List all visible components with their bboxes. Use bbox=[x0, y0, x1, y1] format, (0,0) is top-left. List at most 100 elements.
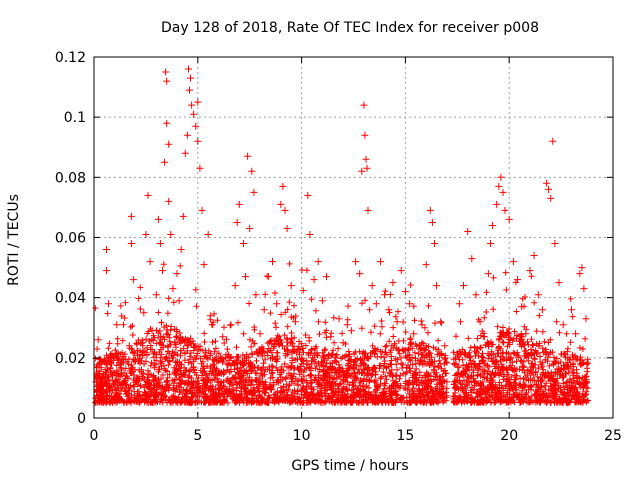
data-point bbox=[300, 360, 308, 368]
data-point bbox=[215, 369, 223, 377]
data-point bbox=[256, 330, 264, 338]
data-point bbox=[414, 357, 422, 365]
y-tick-label: 0.1 bbox=[64, 110, 86, 126]
data-point bbox=[94, 336, 102, 344]
data-point bbox=[171, 339, 179, 347]
data-point bbox=[347, 327, 355, 335]
data-point bbox=[580, 285, 588, 293]
data-point bbox=[360, 101, 368, 109]
data-point bbox=[377, 258, 384, 266]
data-point bbox=[103, 246, 110, 253]
data-point bbox=[96, 360, 104, 368]
data-point bbox=[113, 321, 121, 329]
y-tick-label: 0.12 bbox=[55, 50, 86, 66]
axis-ticks bbox=[93, 56, 614, 419]
data-point bbox=[363, 164, 371, 172]
chart-title: Day 128 of 2018, Rate Of TEC Index for r… bbox=[161, 20, 539, 36]
data-point bbox=[509, 258, 517, 266]
data-point bbox=[551, 240, 559, 247]
data-point bbox=[156, 240, 164, 247]
data-point bbox=[231, 282, 239, 290]
data-point bbox=[428, 219, 436, 226]
data-point bbox=[144, 191, 152, 199]
data-point bbox=[318, 297, 326, 305]
data-point bbox=[121, 387, 129, 395]
data-point bbox=[291, 318, 299, 326]
data-point bbox=[233, 219, 241, 226]
data-point bbox=[206, 312, 214, 320]
data-point bbox=[150, 360, 158, 368]
x-axis-label: GPS time / hours bbox=[291, 458, 408, 474]
data-point bbox=[327, 333, 335, 341]
data-point bbox=[331, 357, 339, 365]
data-point bbox=[489, 222, 497, 229]
data-point bbox=[472, 291, 480, 299]
data-point bbox=[132, 357, 139, 365]
data-point bbox=[190, 110, 198, 118]
data-point bbox=[484, 270, 492, 278]
data-point bbox=[227, 321, 235, 329]
data-point bbox=[235, 200, 243, 208]
data-point bbox=[187, 74, 194, 82]
data-point bbox=[167, 231, 175, 238]
data-point bbox=[572, 330, 580, 338]
data-point bbox=[252, 291, 260, 299]
data-point bbox=[389, 279, 397, 287]
data-point bbox=[162, 68, 170, 76]
data-point bbox=[179, 212, 187, 220]
data-point bbox=[441, 342, 449, 350]
dense-noise-floor bbox=[92, 260, 592, 406]
data-point bbox=[495, 182, 503, 190]
data-point bbox=[244, 152, 252, 160]
data-point bbox=[185, 65, 192, 73]
data-point bbox=[173, 270, 181, 278]
data-point bbox=[555, 279, 563, 287]
data-point bbox=[310, 276, 318, 284]
data-point bbox=[152, 291, 160, 299]
data-point bbox=[499, 188, 507, 196]
data-point bbox=[248, 167, 256, 175]
data-point bbox=[576, 270, 584, 278]
data-point bbox=[364, 206, 372, 214]
data-point bbox=[194, 137, 202, 145]
data-point bbox=[304, 191, 312, 199]
x-tick-label: 5 bbox=[193, 428, 202, 444]
x-tick-label: 15 bbox=[396, 428, 414, 444]
data-point bbox=[169, 285, 177, 293]
data-point bbox=[242, 273, 249, 281]
data-point bbox=[117, 366, 125, 374]
y-tick-label: 0.06 bbox=[55, 231, 86, 247]
data-point bbox=[269, 258, 276, 266]
data-point bbox=[464, 228, 472, 235]
data-point bbox=[381, 291, 389, 299]
data-point bbox=[159, 267, 166, 275]
data-point bbox=[188, 101, 196, 109]
x-tick-labels: 0 5 10 15 20 25 bbox=[90, 428, 622, 444]
data-point bbox=[437, 318, 445, 326]
data-point bbox=[393, 318, 401, 326]
data-point bbox=[578, 264, 586, 272]
data-point bbox=[183, 131, 191, 139]
data-point bbox=[154, 215, 162, 223]
x-tick-label: 25 bbox=[604, 428, 622, 444]
data-point bbox=[165, 197, 173, 205]
data-point bbox=[534, 291, 542, 299]
data-point bbox=[559, 321, 567, 329]
data-point bbox=[545, 185, 553, 193]
data-point bbox=[431, 240, 438, 247]
data-point bbox=[306, 231, 314, 238]
data-point bbox=[401, 288, 409, 296]
data-point bbox=[418, 321, 426, 329]
data-point bbox=[194, 98, 202, 106]
data-point bbox=[148, 327, 156, 335]
data-point bbox=[198, 206, 206, 214]
data-point bbox=[163, 77, 171, 85]
data-point bbox=[287, 282, 295, 290]
data-point bbox=[246, 225, 254, 232]
data-point bbox=[526, 267, 534, 275]
data-point bbox=[146, 258, 154, 266]
data-point bbox=[505, 215, 513, 223]
data-point bbox=[406, 300, 414, 308]
data-point bbox=[142, 231, 150, 238]
